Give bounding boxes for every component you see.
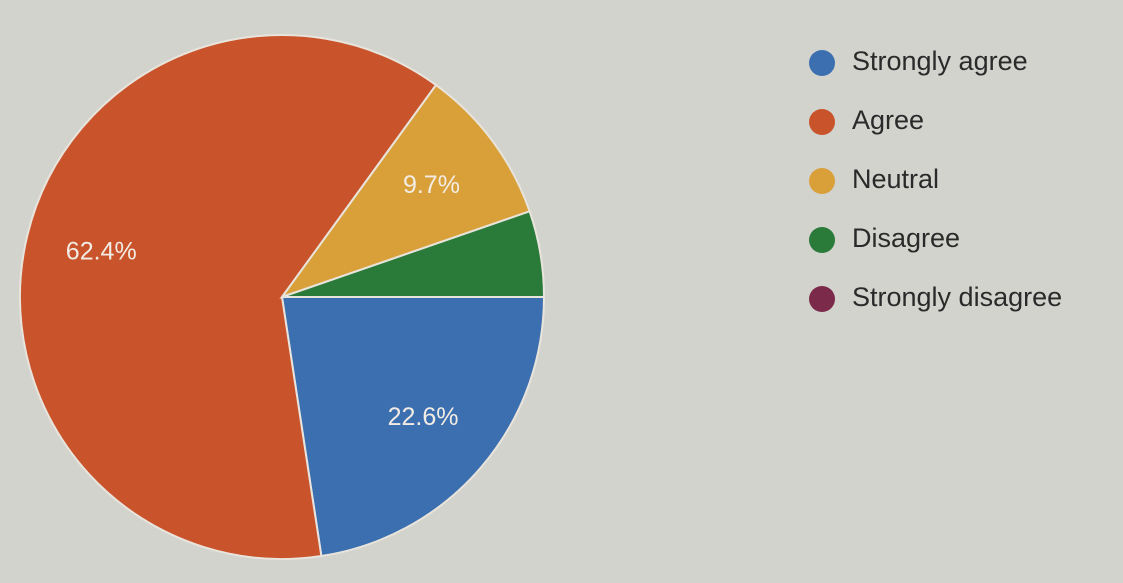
slice-label: 9.7% — [403, 171, 460, 199]
legend-label: Strongly agree — [852, 46, 1028, 76]
legend-marker — [809, 227, 835, 253]
legend-marker — [809, 50, 835, 76]
pie-slice — [19, 34, 438, 560]
legend-label: Neutral — [852, 164, 939, 194]
legend-label: Agree — [852, 105, 924, 135]
slice-label: 62.4% — [66, 238, 137, 266]
legend-label: Strongly disagree — [852, 282, 1062, 312]
legend-marker — [809, 286, 835, 312]
slice-label: 22.6% — [388, 403, 459, 431]
pie-slice — [280, 296, 546, 558]
legend-label: Disagree — [852, 223, 960, 253]
legend-marker — [809, 109, 835, 135]
pie-slice — [279, 83, 531, 299]
legend-marker — [809, 168, 835, 194]
